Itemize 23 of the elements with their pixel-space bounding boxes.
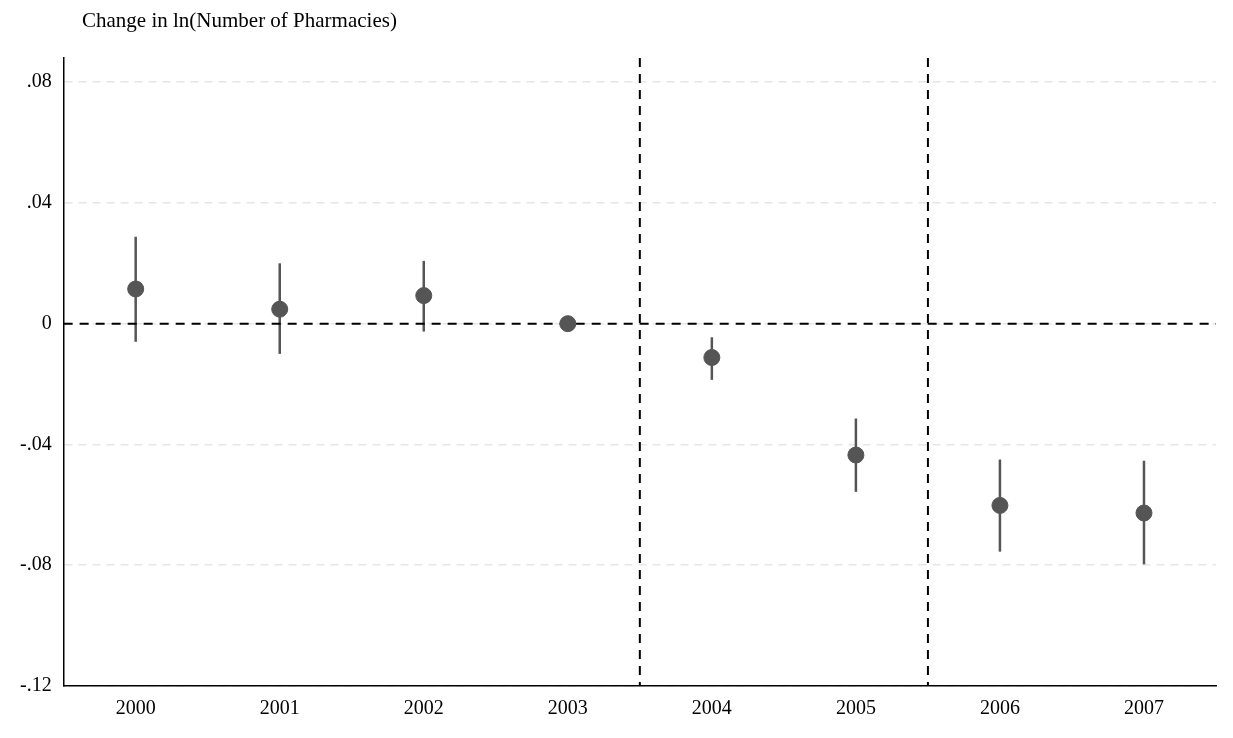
x-tick-label: 2001 [259, 696, 300, 719]
point [703, 349, 721, 367]
y-tick-label: 0 [41, 310, 52, 333]
point [847, 446, 865, 464]
y-tick-label: .08 [26, 69, 52, 92]
y-tick-label: -.04 [19, 431, 52, 454]
x-tick-label: 2003 [547, 696, 588, 719]
x-tick-label: 2006 [979, 696, 1020, 719]
y-tick-label: -.12 [19, 673, 52, 696]
y-tick-label: -.08 [19, 552, 52, 575]
point [1135, 504, 1153, 522]
point [127, 280, 145, 298]
y-axis-title: Change in ln(Number of Pharmacies) [82, 8, 398, 34]
point [991, 496, 1009, 514]
y-tick-label: .04 [26, 190, 52, 213]
x-tick-label: 2005 [835, 696, 876, 719]
x-tick-label: 2000 [115, 696, 156, 719]
point [271, 300, 289, 318]
point [415, 287, 433, 305]
x-tick-label: 2002 [403, 696, 444, 719]
point [559, 315, 577, 333]
x-tick-label: 2004 [691, 696, 732, 719]
x-tick-label: 2007 [1123, 696, 1164, 719]
